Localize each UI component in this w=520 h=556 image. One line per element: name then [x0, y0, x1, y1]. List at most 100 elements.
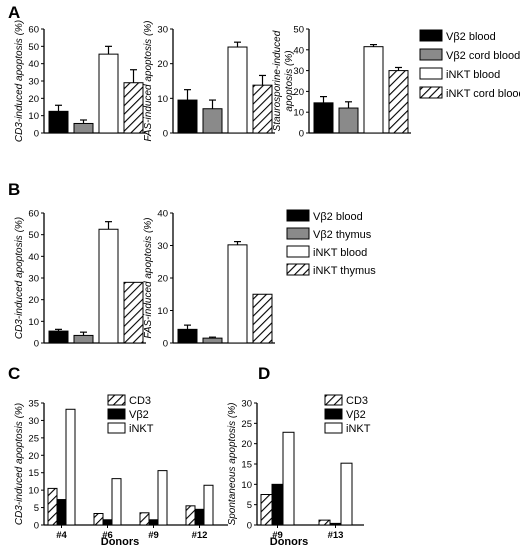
bar-a2-v-2-blood — [177, 99, 198, 134]
legend-swatch-c-inkt — [107, 422, 126, 434]
y-tick-label-c: 15 — [28, 468, 39, 479]
bar-c-12-v-2 — [194, 508, 205, 526]
y-tick-label-d: 10 — [241, 480, 252, 491]
bar-d-13-cd3 — [318, 519, 331, 526]
y-tick-label-a2: 20 — [157, 59, 168, 70]
legend-label-d-cd3: CD3 — [346, 395, 368, 407]
y-tick-label-b2: 20 — [157, 274, 168, 285]
bar-b2-v-2-thymus — [202, 337, 223, 344]
panel-label-b: B — [8, 180, 21, 199]
y-tick-label-d: 0 — [247, 521, 252, 532]
legend-swatch-d-v-2 — [324, 408, 343, 420]
y-tick-label-a1: 10 — [28, 111, 39, 122]
legend-label-b2-inkt-blood: iNKT blood — [313, 247, 367, 259]
legend-label-a3-inkt-blood: iNKT blood — [446, 69, 500, 81]
y-tick-label-c: 25 — [28, 433, 39, 444]
y-tick-label-b1: 40 — [28, 252, 39, 263]
y-tick-label-d: 20 — [241, 439, 252, 450]
legend-label-a3-v-2-blood: Vβ2 blood — [446, 31, 496, 43]
legend-swatch-b2-v-2-thymus — [286, 227, 310, 240]
legend-label-d-v-2: Vβ2 — [346, 409, 366, 421]
y-tick-label-a3: 30 — [293, 66, 304, 77]
y-tick-label-b1: 0 — [34, 339, 39, 350]
y-axis-label-a3: Staurosporine-inducedapoptosis (%) — [272, 30, 295, 131]
bar-b2-inkt-blood — [227, 244, 248, 344]
bar-c-12-inkt — [203, 484, 214, 526]
y-tick-label-d: 30 — [241, 399, 252, 410]
bar-a3-inkt-cord-blood — [388, 70, 409, 134]
y-tick-label-a2: 0 — [163, 129, 168, 140]
x-axis-label-d: Donors — [270, 536, 309, 548]
bar-b1-v-2-blood — [48, 330, 69, 344]
y-tick-label-b2: 0 — [163, 339, 168, 350]
legend-label-c-v-2: Vβ2 — [129, 409, 149, 421]
legend-swatch-d-inkt — [324, 422, 343, 434]
y-tick-label-a2: 30 — [157, 25, 168, 36]
x-tick-label-c: #6 — [102, 530, 113, 541]
y-tick-label-a3: 40 — [293, 45, 304, 56]
y-axis-label-b1: CD3-induced apoptosis (%) — [14, 217, 25, 339]
bar-c-9-v-2 — [148, 519, 159, 526]
legend-swatch-a3-inkt-blood — [419, 67, 443, 80]
bar-b1-v-2-thymus — [73, 334, 94, 344]
x-tick-label-d: #9 — [272, 530, 283, 541]
bar-c-12-cd3 — [185, 505, 196, 526]
panel-label-d: D — [258, 364, 271, 383]
y-tick-label-b2: 10 — [157, 306, 168, 317]
legend-swatch-d-cd3 — [324, 394, 343, 406]
legend-label-c-inkt: iNKT — [129, 423, 154, 435]
y-tick-label-b1: 50 — [28, 230, 39, 241]
y-tick-label-a1: 30 — [28, 77, 39, 88]
bar-b1-inkt-blood — [98, 228, 119, 344]
y-tick-label-d: 15 — [241, 460, 252, 471]
y-tick-label-a1: 50 — [28, 42, 39, 53]
y-tick-label-b2: 30 — [157, 241, 168, 252]
y-tick-label-a3: 10 — [293, 108, 304, 119]
y-tick-label-c: 20 — [28, 451, 39, 462]
y-axis-label-c: CD3-induced apoptosis (%) — [14, 403, 25, 525]
legend-swatch-b2-inkt-blood — [286, 245, 310, 258]
bar-c-6-inkt — [111, 478, 122, 526]
bar-d-9-cd3 — [260, 494, 273, 526]
y-tick-label-c: 35 — [28, 399, 39, 410]
bar-c-4-cd3 — [47, 487, 58, 526]
x-axis-label-c: Donors — [101, 536, 140, 548]
bar-d-9-inkt — [282, 431, 295, 526]
legend-label-a3-v-2-cord-blood: Vβ2 cord blood — [446, 50, 520, 62]
panel-label-c: C — [8, 364, 21, 383]
bar-b2-inkt-thymus — [252, 293, 273, 344]
y-axis-label-b2: FAS-induced apoptosis (%) — [143, 218, 154, 339]
y-tick-label-a3: 50 — [293, 25, 304, 36]
bar-a2-inkt-cord-blood — [252, 84, 273, 134]
x-tick-label-c: #4 — [56, 530, 67, 541]
y-tick-label-a2: 10 — [157, 94, 168, 105]
y-axis-label-a1: CD3-induced apoptosis (%) — [14, 20, 25, 142]
bar-a3-v-2-blood — [313, 102, 334, 134]
legend-label-c-cd3: CD3 — [129, 395, 151, 407]
bar-d-9-v-2 — [271, 483, 284, 526]
bar-b1-inkt-thymus — [123, 281, 144, 344]
y-tick-label-b1: 10 — [28, 317, 39, 328]
bar-c-4-inkt — [65, 408, 76, 526]
x-tick-label-c: #12 — [192, 530, 208, 541]
bar-a1-v-2-blood — [48, 110, 69, 134]
y-tick-label-c: 30 — [28, 416, 39, 427]
y-tick-label-d: 25 — [241, 419, 252, 430]
bar-c-4-v-2 — [56, 499, 67, 526]
y-axis-label-a2: FAS-induced apoptosis (%) — [143, 21, 154, 142]
y-tick-label-c: 10 — [28, 486, 39, 497]
x-tick-label-d: #13 — [328, 530, 344, 541]
bar-a1-v-2-cord-blood — [73, 122, 94, 134]
y-tick-label-a3: 20 — [293, 87, 304, 98]
bar-a2-inkt-blood — [227, 46, 248, 134]
y-tick-label-b1: 60 — [28, 209, 39, 220]
y-tick-label-c: 5 — [34, 503, 39, 514]
panel-label-a: A — [8, 3, 21, 22]
y-tick-label-b1: 20 — [28, 295, 39, 306]
bar-a1-inkt-cord-blood — [123, 82, 144, 134]
bar-a3-inkt-blood — [363, 46, 384, 134]
bar-d-13-v-2 — [329, 522, 342, 526]
legend-label-b2-v-2-blood: Vβ2 blood — [313, 211, 363, 223]
y-tick-label-a1: 0 — [34, 129, 39, 140]
